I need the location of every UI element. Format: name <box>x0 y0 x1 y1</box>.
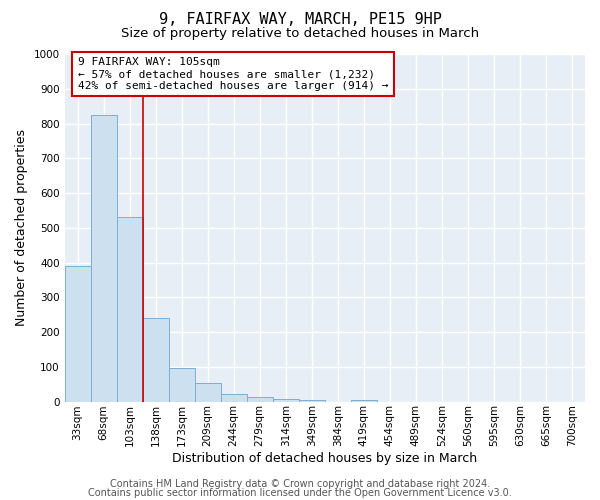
Bar <box>221 394 247 402</box>
Text: Contains HM Land Registry data © Crown copyright and database right 2024.: Contains HM Land Registry data © Crown c… <box>110 479 490 489</box>
Y-axis label: Number of detached properties: Number of detached properties <box>15 130 28 326</box>
Bar <box>143 318 169 402</box>
Bar <box>273 399 299 402</box>
Bar <box>169 368 194 402</box>
Text: 9, FAIRFAX WAY, MARCH, PE15 9HP: 9, FAIRFAX WAY, MARCH, PE15 9HP <box>158 12 442 28</box>
Bar <box>299 400 325 402</box>
Text: Contains public sector information licensed under the Open Government Licence v3: Contains public sector information licen… <box>88 488 512 498</box>
Bar <box>351 400 377 402</box>
Bar <box>247 396 273 402</box>
Text: Size of property relative to detached houses in March: Size of property relative to detached ho… <box>121 28 479 40</box>
Bar <box>65 266 91 402</box>
Text: 9 FAIRFAX WAY: 105sqm
← 57% of detached houses are smaller (1,232)
42% of semi-d: 9 FAIRFAX WAY: 105sqm ← 57% of detached … <box>77 58 388 90</box>
Bar <box>194 384 221 402</box>
X-axis label: Distribution of detached houses by size in March: Distribution of detached houses by size … <box>172 452 478 465</box>
Bar <box>91 115 116 402</box>
Bar <box>116 218 143 402</box>
